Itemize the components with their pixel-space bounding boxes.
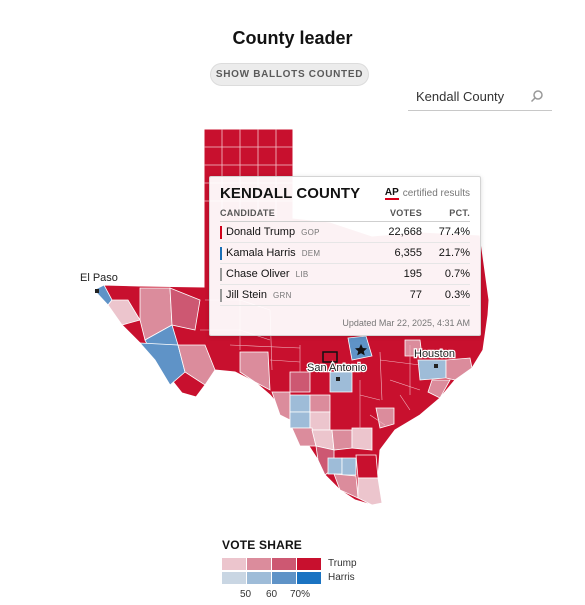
candidate-pct: 0.3% (422, 284, 470, 306)
county-region[interactable] (357, 477, 383, 506)
legend-tick: 70% (290, 589, 311, 600)
candidate-name: Chase Oliver (226, 268, 290, 280)
county-region[interactable] (289, 394, 311, 413)
city-label-san-antonio: San Antonio (307, 362, 366, 374)
legend-swatch-trump (272, 558, 296, 570)
county-region[interactable] (427, 379, 451, 399)
county-region[interactable] (445, 357, 473, 381)
county-region[interactable] (355, 454, 379, 479)
county-region[interactable] (309, 411, 331, 431)
el-paso-marker (95, 289, 99, 293)
san-antonio-marker (336, 377, 340, 381)
candidate-pct: 21.7% (422, 242, 470, 264)
county-region[interactable] (331, 429, 353, 451)
candidate-votes: 77 (371, 284, 422, 306)
city-label-el-paso: El Paso (80, 272, 118, 284)
candidate-name: Kamala Harris (226, 247, 296, 259)
houston-marker (434, 364, 438, 368)
candidate-votes: 195 (371, 263, 422, 285)
candidate-votes: 6,355 (371, 242, 422, 264)
legend-tick: 50 (240, 589, 252, 600)
county-region[interactable] (309, 394, 331, 413)
austin-star-icon (355, 344, 367, 356)
legend-harris-label: Harris (328, 572, 355, 583)
candidate-party: GOP (301, 227, 320, 237)
tooltip-county-name: KENDALL COUNTY (220, 185, 361, 202)
party-color-bar (220, 225, 222, 239)
candidate-row: Chase Oliver LIB 195 0.7% (220, 263, 470, 285)
county-search[interactable] (408, 84, 552, 111)
candidate-row: Jill Stein GRN 77 0.3% (220, 284, 470, 306)
search-input[interactable] (416, 89, 524, 104)
legend-trump-label: Trump (328, 558, 357, 569)
legend-tick: 60 (266, 589, 278, 600)
ap-logo-icon: AP (384, 186, 399, 200)
county-results-tooltip: KENDALL COUNTY AP certified results CAND… (209, 176, 481, 336)
county-region[interactable] (327, 457, 343, 475)
candidate-party: GRN (272, 290, 292, 300)
certified-label: certified results (402, 188, 470, 199)
county-region[interactable] (375, 407, 395, 429)
city-label-houston: Houston (414, 348, 455, 360)
show-ballots-counted-button[interactable]: SHOW BALLOTS COUNTED (210, 63, 369, 86)
county-region[interactable] (139, 342, 186, 386)
party-color-bar (220, 288, 222, 302)
county-region[interactable] (329, 371, 353, 393)
county-region[interactable] (271, 391, 291, 421)
kendall-county-highlight[interactable] (322, 351, 338, 363)
legend-title: VOTE SHARE (222, 538, 303, 552)
candidate-party: LIB (295, 269, 309, 279)
candidate-row: Donald Trump GOP 22,668 77.4% (220, 221, 470, 243)
county-region[interactable] (289, 411, 311, 429)
party-color-bar (220, 246, 222, 260)
party-color-bar (220, 267, 222, 281)
county-region[interactable] (341, 457, 357, 476)
candidate-name: Donald Trump (226, 226, 296, 238)
updated-timestamp: Updated Mar 22, 2025, 4:31 AM (342, 318, 470, 328)
county-region[interactable] (177, 344, 216, 386)
legend-swatch-harris (272, 572, 296, 584)
column-header-votes: VOTES (371, 208, 422, 222)
candidate-name: Jill Stein (226, 289, 267, 301)
county-region[interactable] (107, 299, 141, 326)
column-header-pct: PCT. (422, 208, 470, 222)
legend-swatch-harris (222, 572, 246, 584)
page-title: County leader (232, 28, 353, 48)
candidate-pct: 77.4% (422, 221, 470, 243)
legend-swatch-trump (247, 558, 271, 570)
county-region[interactable] (417, 359, 447, 381)
county-region[interactable] (351, 427, 373, 451)
legend-harris-swatches (222, 572, 322, 584)
candidate-pct: 0.7% (422, 263, 470, 285)
legend-swatch-harris (297, 572, 321, 584)
candidate-row: Kamala Harris DEM 6,355 21.7% (220, 242, 470, 264)
county-region[interactable] (289, 371, 311, 393)
legend-swatch-trump (297, 558, 321, 570)
search-icon[interactable] (530, 89, 544, 103)
legend-trump-swatches (222, 558, 322, 570)
county-region[interactable] (239, 351, 271, 391)
candidate-party: DEM (301, 248, 321, 258)
vote-share-legend: VOTE SHARE Trump Harris 50 60 70% (222, 538, 357, 600)
legend-swatch-harris (247, 572, 271, 584)
candidate-votes: 22,668 (371, 221, 422, 243)
county-region[interactable] (404, 339, 423, 357)
legend-swatch-trump (222, 558, 246, 570)
results-table: CANDIDATE VOTES PCT. Donald Trump GOP 22,6… (220, 208, 470, 306)
county-region[interactable] (169, 287, 201, 331)
column-header-candidate: CANDIDATE (220, 208, 372, 222)
